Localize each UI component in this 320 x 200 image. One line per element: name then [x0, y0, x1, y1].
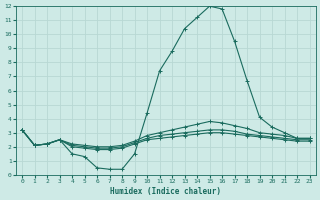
X-axis label: Humidex (Indice chaleur): Humidex (Indice chaleur)	[110, 187, 221, 196]
